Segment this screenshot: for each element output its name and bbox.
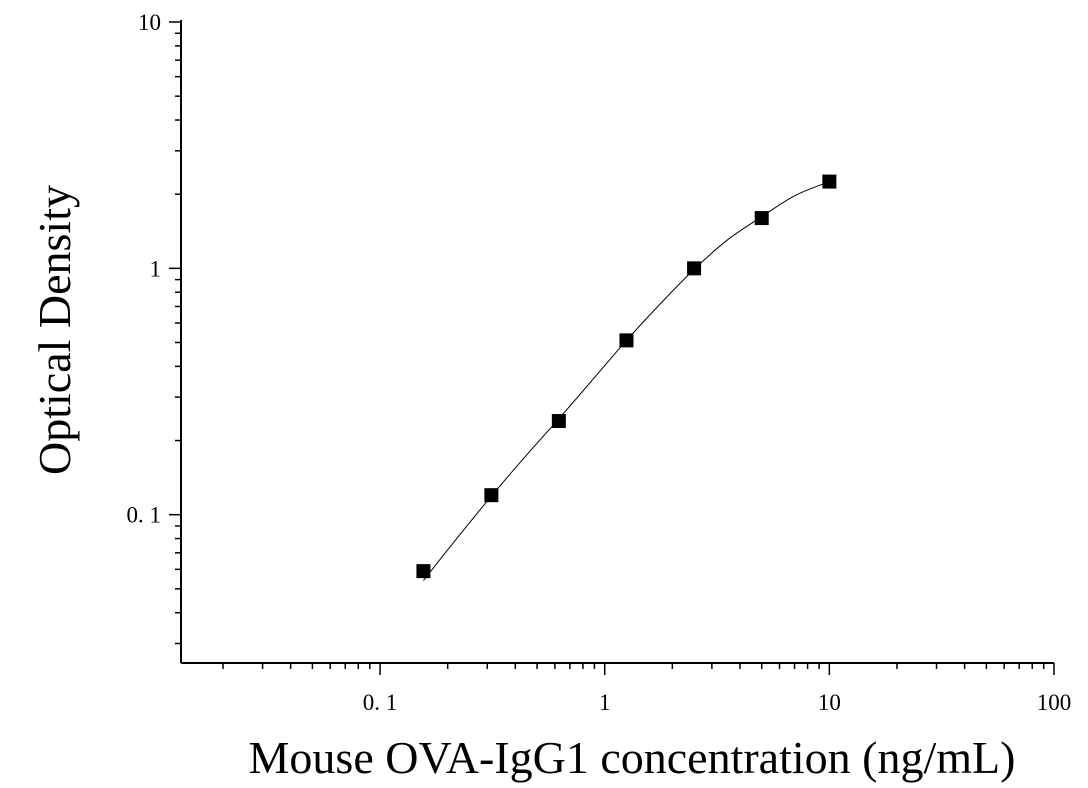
data-point [551,414,566,429]
fit-curve-layer [423,181,830,581]
data-point [822,174,837,189]
data-point [619,333,634,348]
data-point [484,488,499,503]
data-point [754,211,769,226]
fit-curve [423,181,830,581]
y-tick-label: 10 [138,10,161,35]
x-axis-title: Mouse OVA-IgG1 concentration (ng/mL) [249,732,1016,783]
y-tick-label: 1 [150,256,162,281]
x-tick-label: 100 [1037,690,1072,715]
data-point [416,564,431,579]
data-point [687,261,702,276]
y-tick-label: 0. 1 [127,503,162,528]
tick-labels: 0. 1 1 10 100 0. 1 1 10 [127,10,1072,715]
x-tick-label: 0. 1 [363,690,398,715]
axes [169,20,1055,675]
data-points [416,174,837,579]
x-tick-label: 10 [818,690,841,715]
x-tick-label: 1 [599,690,611,715]
y-axis-title: Optical Density [29,185,80,475]
